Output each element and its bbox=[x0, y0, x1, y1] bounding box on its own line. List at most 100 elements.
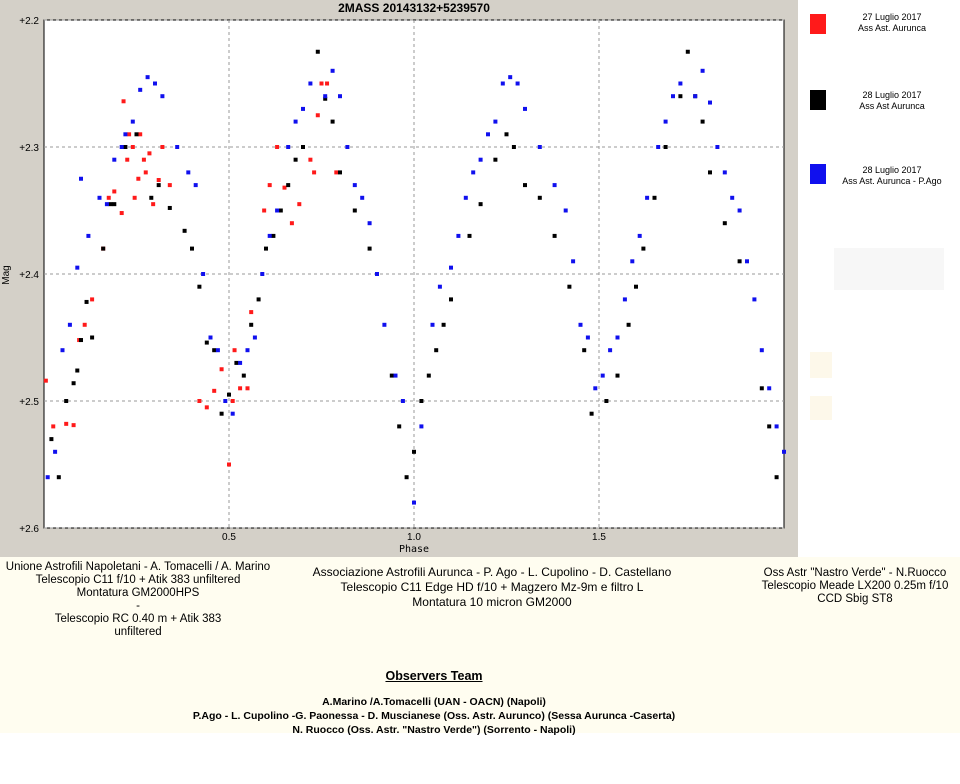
data-point-series-3 bbox=[563, 208, 568, 213]
data-point-series-3 bbox=[767, 386, 772, 391]
data-point-series-3 bbox=[600, 373, 605, 378]
data-point-series-3 bbox=[412, 500, 416, 505]
data-point-series-3 bbox=[175, 145, 180, 149]
data-point-series-3 bbox=[367, 221, 372, 226]
data-point-series-3 bbox=[393, 373, 398, 378]
x-axis-title: Phase bbox=[399, 544, 429, 555]
data-point-series-2 bbox=[315, 49, 320, 54]
data-point-series-3 bbox=[537, 145, 542, 149]
data-point-series-2 bbox=[504, 132, 509, 137]
data-point-series-3 bbox=[208, 335, 213, 340]
legend-item: 28 Luglio 2017 Ass Ast. Aurunca - P.Ago bbox=[810, 156, 960, 186]
data-point-series-2 bbox=[64, 399, 69, 403]
data-point-series-3 bbox=[700, 68, 705, 73]
data-point-series-2 bbox=[293, 157, 298, 162]
data-point-series-2 bbox=[197, 284, 202, 289]
data-point-series-1 bbox=[167, 183, 172, 188]
data-point-series-3 bbox=[593, 386, 598, 391]
data-point-series-2 bbox=[256, 297, 261, 302]
data-point-series-1 bbox=[141, 157, 146, 162]
data-point-series-3 bbox=[578, 322, 583, 327]
legend-date: 28 Luglio 2017 bbox=[862, 90, 922, 100]
data-point-series-2 bbox=[663, 145, 668, 149]
y-tick-label: +2.4 bbox=[19, 270, 39, 281]
data-point-series-3 bbox=[375, 272, 379, 276]
chart-title: 2MASS 20143132+5239570 bbox=[338, 1, 490, 15]
y-tick-label: +2.2 bbox=[19, 16, 39, 27]
data-point-series-2 bbox=[227, 392, 231, 397]
data-point-series-2 bbox=[634, 284, 638, 289]
data-point-series-1 bbox=[151, 202, 156, 207]
legend-item: 28 Luglio 2017 Ass Ast Aurunca bbox=[810, 82, 960, 112]
data-point-series-1 bbox=[219, 367, 224, 372]
data-point-series-1 bbox=[204, 405, 209, 410]
credit-line: unfiltered bbox=[114, 626, 162, 638]
credit-line: Associazione Astrofili Aurunca - P. Ago … bbox=[312, 565, 672, 579]
y-tick-label: +2.3 bbox=[19, 143, 39, 154]
data-point-series-1 bbox=[147, 151, 152, 156]
data-point-series-3 bbox=[293, 119, 298, 124]
data-point-series-1 bbox=[297, 202, 302, 207]
data-point-series-1 bbox=[262, 208, 267, 213]
credit-line: Montatura GM2000HPS bbox=[76, 587, 200, 599]
data-point-series-1 bbox=[160, 145, 165, 149]
legend-observer: Ass Ast Aurunca bbox=[859, 101, 925, 111]
data-point-series-3 bbox=[622, 297, 627, 302]
legend-swatch-blue bbox=[810, 164, 826, 184]
data-point-series-2 bbox=[123, 145, 128, 149]
data-point-series-3 bbox=[323, 94, 328, 99]
data-point-series-2 bbox=[167, 205, 172, 210]
data-point-series-2 bbox=[149, 195, 154, 200]
data-point-series-3 bbox=[471, 170, 476, 175]
data-point-series-2 bbox=[134, 132, 139, 137]
data-point-series-3 bbox=[419, 424, 424, 429]
data-point-series-2 bbox=[412, 449, 416, 454]
data-point-series-1 bbox=[127, 132, 132, 137]
credit-uan: Unione Astrofili Napoletani - A. Tomacel… bbox=[0, 561, 276, 639]
data-point-series-3 bbox=[215, 348, 220, 353]
data-point-series-2 bbox=[708, 170, 712, 175]
data-point-series-2 bbox=[759, 386, 764, 391]
data-point-series-1 bbox=[71, 423, 76, 428]
data-point-series-3 bbox=[267, 233, 272, 238]
data-point-series-3 bbox=[449, 265, 453, 270]
team-line: P.Ago - L. Cupolino -G. Paonessa - D. Mu… bbox=[192, 710, 676, 722]
observers-team-list: A.Marino /A.Tomacelli (UAN - OACN) (Napo… bbox=[0, 695, 868, 737]
data-point-series-2 bbox=[79, 338, 83, 343]
data-point-series-2 bbox=[700, 119, 705, 124]
data-point-series-2 bbox=[467, 233, 472, 238]
data-point-series-3 bbox=[508, 75, 513, 80]
data-point-series-3 bbox=[75, 265, 80, 270]
data-point-series-1 bbox=[130, 145, 135, 149]
data-point-series-3 bbox=[130, 119, 135, 124]
data-point-series-3 bbox=[637, 233, 642, 238]
data-point-series-3 bbox=[67, 322, 72, 327]
data-point-series-3 bbox=[223, 399, 228, 403]
legend-swatch-black bbox=[810, 90, 826, 110]
data-point-series-3 bbox=[663, 119, 668, 124]
data-point-series-2 bbox=[286, 183, 291, 188]
x-tick-label: 1.5 bbox=[592, 532, 606, 543]
data-point-series-3 bbox=[523, 106, 527, 111]
data-point-series-3 bbox=[145, 75, 150, 80]
data-point-series-3 bbox=[745, 259, 749, 264]
data-point-series-2 bbox=[330, 119, 335, 124]
data-points bbox=[43, 49, 786, 505]
data-point-series-2 bbox=[685, 49, 690, 54]
faded-legend-placeholder bbox=[834, 248, 944, 290]
legend-item: 27 Luglio 2017 Ass Ast. Aurunca bbox=[810, 6, 960, 36]
data-point-series-3 bbox=[678, 81, 683, 86]
data-point-series-3 bbox=[201, 272, 206, 276]
data-point-series-1 bbox=[43, 378, 48, 383]
data-point-series-2 bbox=[301, 145, 305, 149]
data-point-series-2 bbox=[615, 373, 620, 378]
data-point-series-2 bbox=[552, 233, 557, 238]
data-point-series-3 bbox=[186, 170, 191, 175]
data-point-series-3 bbox=[260, 272, 265, 276]
data-point-series-2 bbox=[182, 228, 187, 233]
data-point-series-3 bbox=[112, 157, 117, 162]
data-point-series-2 bbox=[271, 233, 276, 238]
data-point-series-2 bbox=[774, 475, 779, 480]
data-point-series-2 bbox=[367, 246, 372, 251]
data-point-series-1 bbox=[319, 81, 324, 86]
